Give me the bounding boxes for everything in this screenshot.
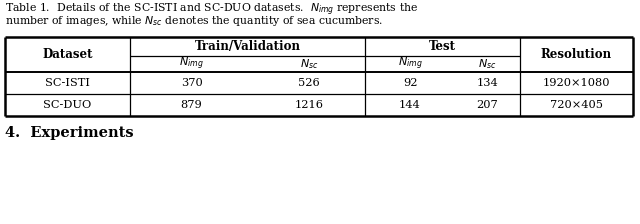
Text: Dataset: Dataset [42,48,93,61]
Text: $N_{sc}$: $N_{sc}$ [478,57,497,71]
Text: SC-ISTI: SC-ISTI [45,78,90,88]
Text: 144: 144 [399,100,421,110]
Text: Train/Validation: Train/Validation [195,40,301,53]
Text: 92: 92 [403,78,417,88]
Text: 720×405: 720×405 [550,100,603,110]
Text: $N_{img}$: $N_{img}$ [397,56,422,72]
Text: SC-DUO: SC-DUO [44,100,92,110]
Text: 879: 879 [180,100,202,110]
Text: 1920×1080: 1920×1080 [543,78,611,88]
Text: $N_{sc}$: $N_{sc}$ [300,57,318,71]
Text: number of images, while $N_{sc}$ denotes the quantity of sea cucumbers.: number of images, while $N_{sc}$ denotes… [5,14,383,28]
Text: 134: 134 [477,78,499,88]
Text: 1216: 1216 [294,100,323,110]
Text: Resolution: Resolution [541,48,612,61]
Text: Test: Test [429,40,456,53]
Text: 526: 526 [298,78,320,88]
Text: $N_{img}$: $N_{img}$ [179,56,204,72]
Text: 370: 370 [180,78,202,88]
Text: Table 1.  Details of the SC-ISTI and SC-DUO datasets.  $N_{img}$ represents the: Table 1. Details of the SC-ISTI and SC-D… [5,2,419,18]
Text: 4.  Experiments: 4. Experiments [5,126,134,140]
Text: 207: 207 [477,100,499,110]
